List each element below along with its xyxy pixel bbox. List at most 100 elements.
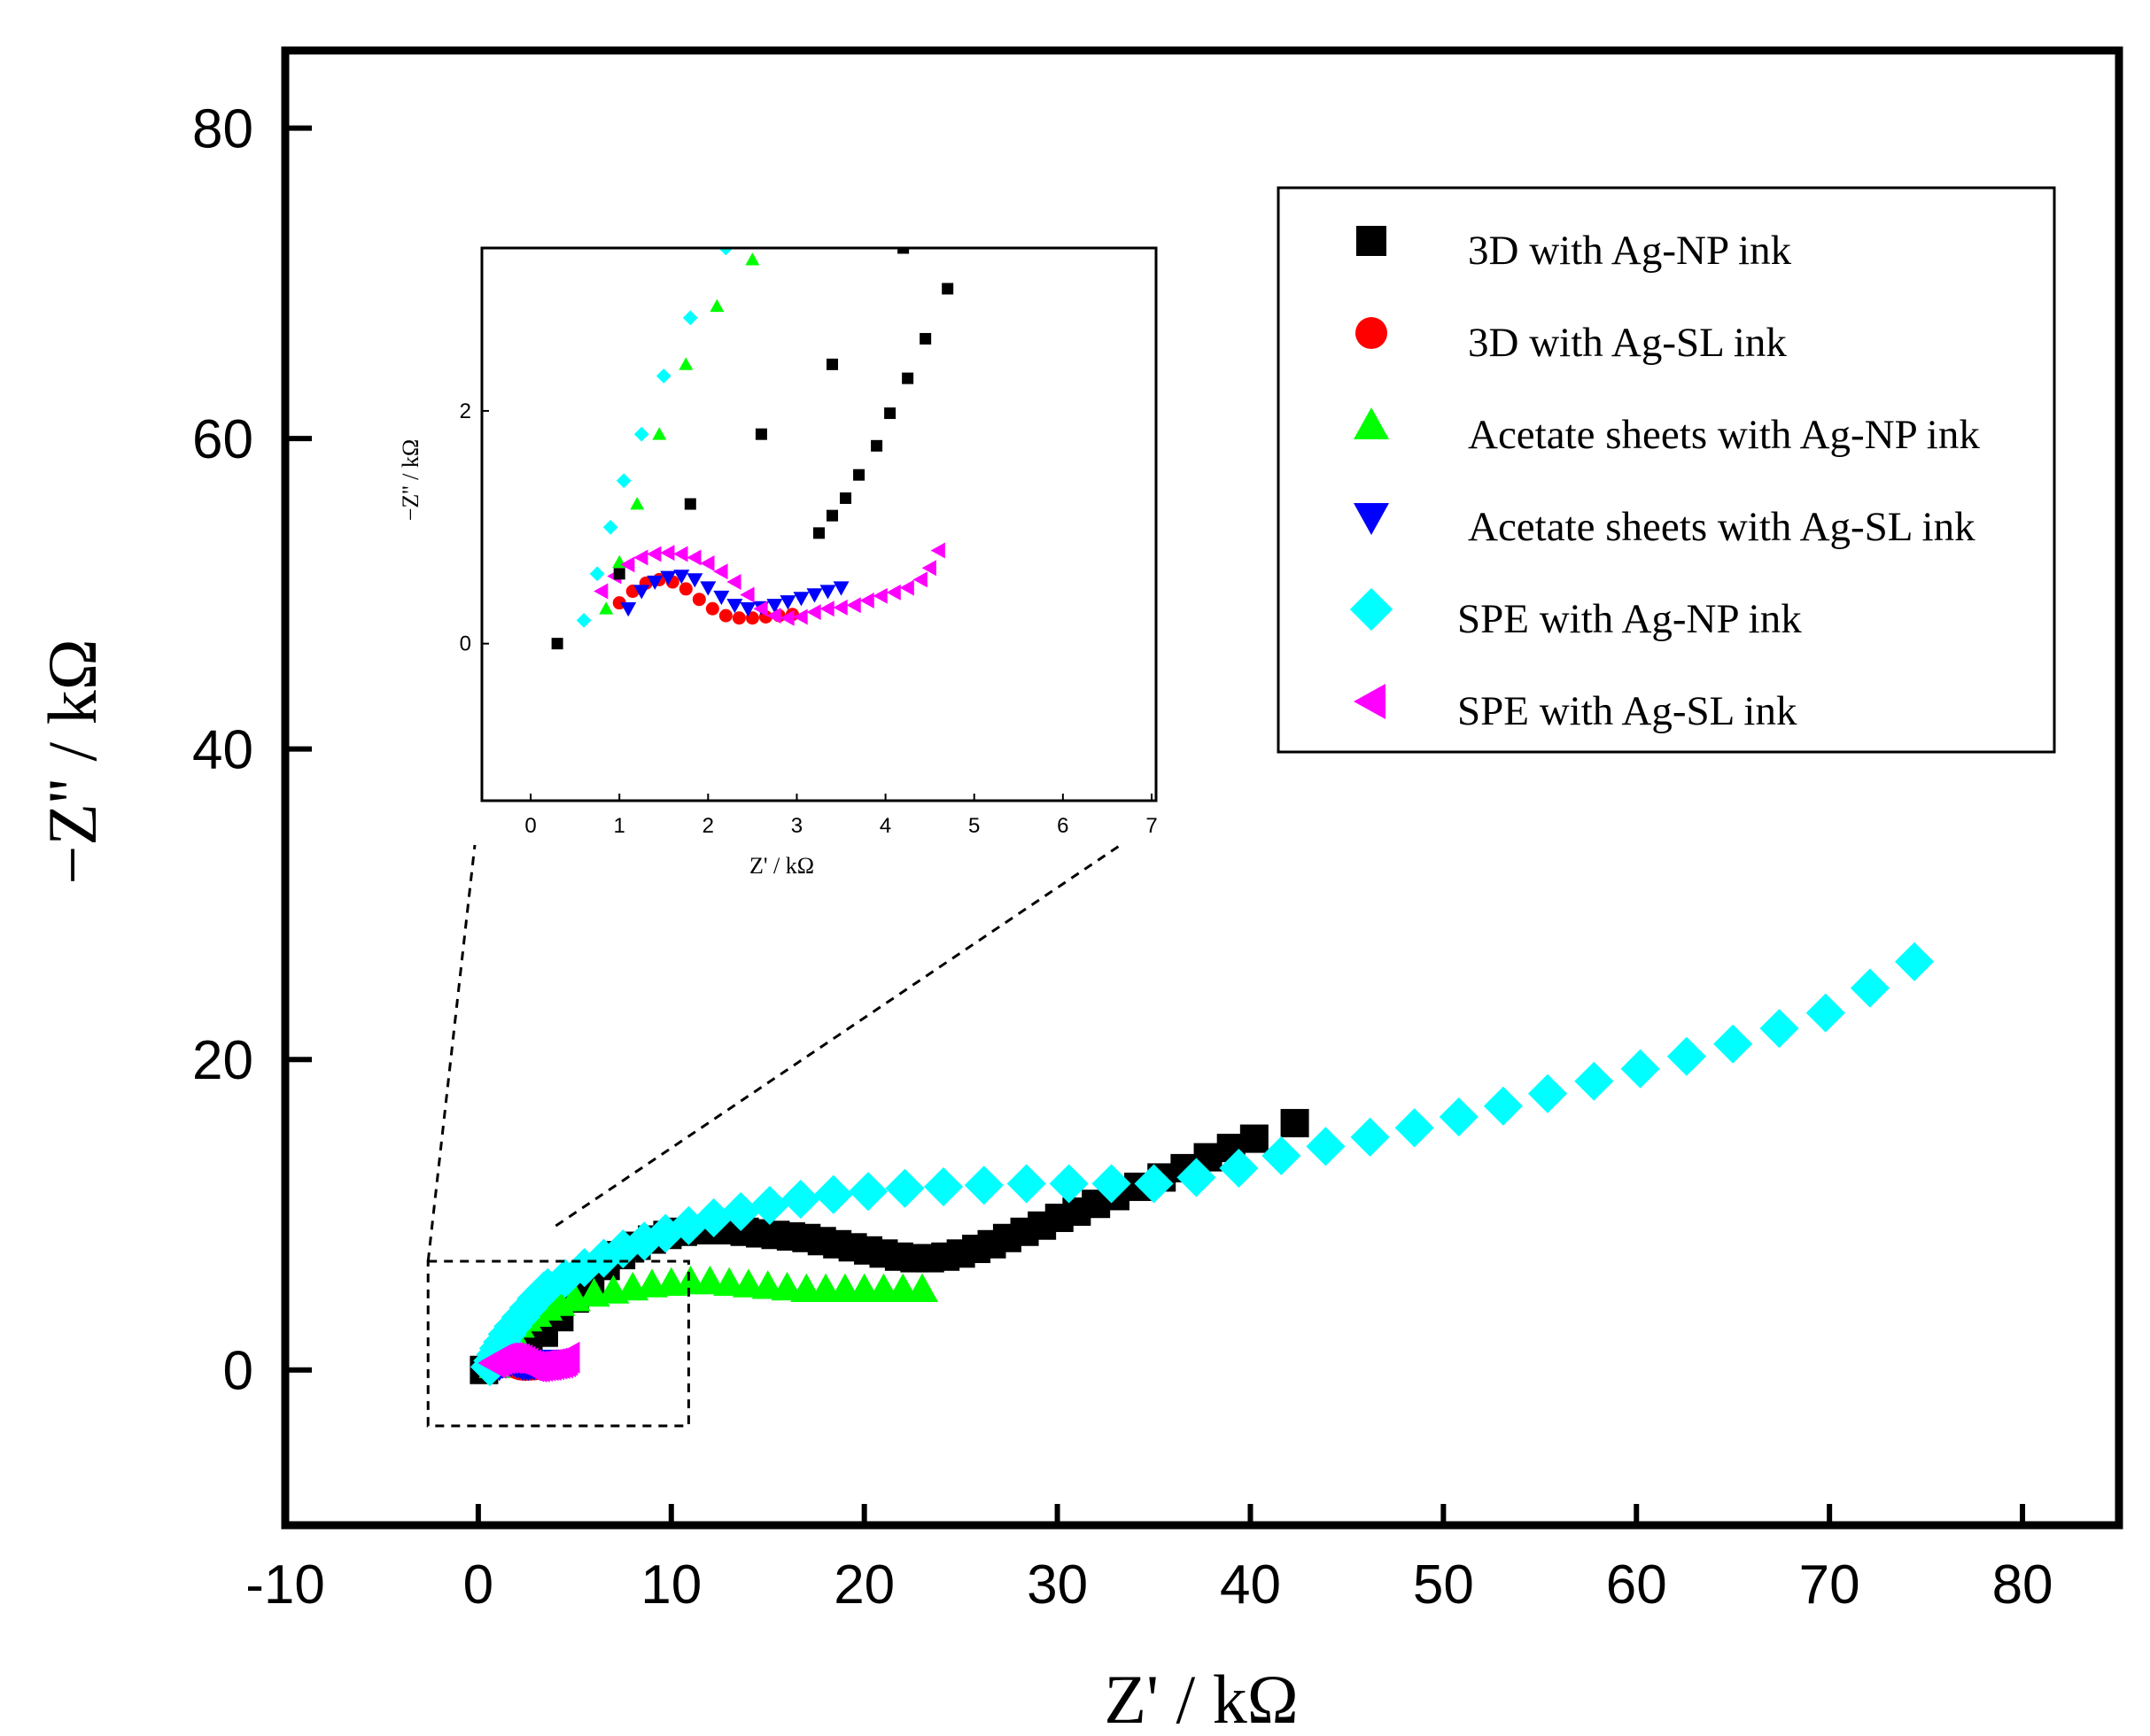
inset-data-point (718, 608, 733, 623)
inset-data-point (718, 248, 733, 256)
data-point (1894, 942, 1935, 981)
series-acetate-sheets-with-ag-np-ink (478, 1265, 939, 1378)
data-point (1006, 1164, 1046, 1204)
inset-data-point (679, 582, 693, 596)
inset-series-spe-with-ag-np-ink (576, 19, 858, 628)
inset-data-point (710, 298, 725, 313)
inset-data-point (873, 587, 888, 604)
inset-data-point (745, 611, 759, 625)
data-point (780, 1179, 820, 1219)
inset-data-point (700, 555, 715, 572)
inset-data-point (1766, 0, 1780, 10)
inset-data-point (602, 519, 618, 535)
inset-series-3d-with-ag-np-ink (551, 103, 980, 650)
inset-data-point (684, 498, 696, 510)
inset-data-point (589, 566, 605, 582)
x-axis-label: Z' / kΩ (1104, 1661, 1298, 1736)
inset-data-point (897, 248, 910, 254)
inset-data-point (740, 586, 755, 603)
inset-data-point (793, 592, 810, 607)
data-point (551, 1341, 580, 1374)
data-point (1394, 1108, 1434, 1148)
inset-data-point (1322, 0, 1336, 10)
inset-y-tick-label: 0 (460, 632, 471, 656)
data-point (751, 1270, 784, 1299)
inset-x-tick-label: 0 (524, 814, 536, 838)
inset-data-point (633, 426, 649, 442)
x-tick-label: 50 (1413, 1554, 1474, 1616)
data-point (1091, 1164, 1131, 1204)
inset-data-point (726, 574, 741, 591)
legend-label: SPE with Ag-SL ink (1457, 688, 1797, 734)
x-tick-label: 20 (834, 1554, 895, 1616)
inset-background (482, 248, 1156, 801)
inset-data-point (899, 579, 914, 596)
legend-box (1277, 186, 2056, 754)
inset-plot: 0 1 2 3 4 5 6 7 0 2 Z' / kΩ −Z'' / kΩ (398, 0, 1780, 879)
inset-data-point (930, 542, 945, 559)
data-point (1759, 1009, 1799, 1049)
inset-series-spe-with-ag-sl-ink (594, 542, 945, 626)
inset-data-point (633, 549, 648, 566)
legend-label: 3D with Ag-SL ink (1468, 320, 1787, 366)
inset-data-point (842, 19, 858, 35)
data-point (964, 1166, 1004, 1205)
legend-marker (1355, 317, 1387, 349)
x-tick-label: 0 (463, 1554, 493, 1616)
inset-data-point (853, 469, 865, 481)
inset-data-point (599, 601, 614, 615)
data-point (1850, 968, 1890, 1008)
data-point (906, 1273, 939, 1302)
legend-item-spe-with-ag-np-ink: SPE with Ag-NP ink (1349, 587, 1802, 642)
x-tick-label: 70 (1799, 1554, 1860, 1616)
data-point (1239, 1124, 1269, 1153)
legend-item-3d-with-ag-np-ink: 3D with Ag-NP ink (1356, 226, 1792, 274)
inset-data-point (732, 611, 746, 625)
inset-data-point (819, 601, 834, 617)
inset-data-point (967, 101, 982, 113)
data-point (1483, 1086, 1523, 1126)
inset-data-point (673, 546, 688, 562)
legend-label: SPE with Ag-NP ink (1457, 596, 1802, 642)
data-point (1219, 1148, 1259, 1188)
inset-data-point (753, 601, 768, 617)
data-point (732, 1268, 765, 1298)
data-point (1574, 1061, 1614, 1101)
data-point (1049, 1164, 1089, 1204)
legend-marker (1354, 407, 1389, 439)
series-3d-with-ag-np-ink (470, 1109, 1309, 1384)
legend-item-acetate-sheets-with-ag-sl-ink: Acetate sheets with Ag-SL ink (1354, 503, 1975, 550)
inset-data-point (806, 604, 821, 621)
inset-data-point (656, 368, 671, 384)
inset-data-point (673, 570, 690, 585)
inset-data-point (859, 593, 874, 609)
inset-data-point (1056, 66, 1070, 79)
inset-data-point (813, 527, 825, 539)
inset-data-point (968, 103, 980, 114)
inset-points (551, 0, 1780, 650)
inset-data-point (846, 597, 861, 614)
legend-item-spe-with-ag-sl-ink: SPE with Ag-SL ink (1354, 684, 1797, 734)
y-axis-label: −Z'' / kΩ (34, 639, 111, 884)
inset-data-point (793, 608, 808, 625)
inset-data-point (616, 473, 632, 489)
data-point (1666, 1036, 1706, 1076)
inset-data-point (833, 581, 850, 596)
main-plot-frame (281, 46, 2123, 1530)
inset-data-point (920, 332, 932, 345)
zoom-connector-left (426, 844, 477, 1262)
zoom-indicator (426, 843, 1122, 1428)
inset-data-point (613, 568, 625, 580)
inset-data-point (902, 372, 914, 384)
inset-data-point (780, 609, 795, 626)
data-point (1527, 1073, 1568, 1113)
data-point (1280, 1109, 1309, 1138)
series-spe-with-ag-sl-ink (477, 1341, 580, 1383)
inset-series-acetate-sheets-with-ag-np-ink (599, 0, 1780, 615)
data-point (1805, 993, 1845, 1033)
x-tick-label: -10 (245, 1554, 325, 1616)
data-point (771, 1271, 803, 1301)
x-tick-label: 40 (1220, 1554, 1281, 1616)
inset-data-point (766, 608, 781, 624)
